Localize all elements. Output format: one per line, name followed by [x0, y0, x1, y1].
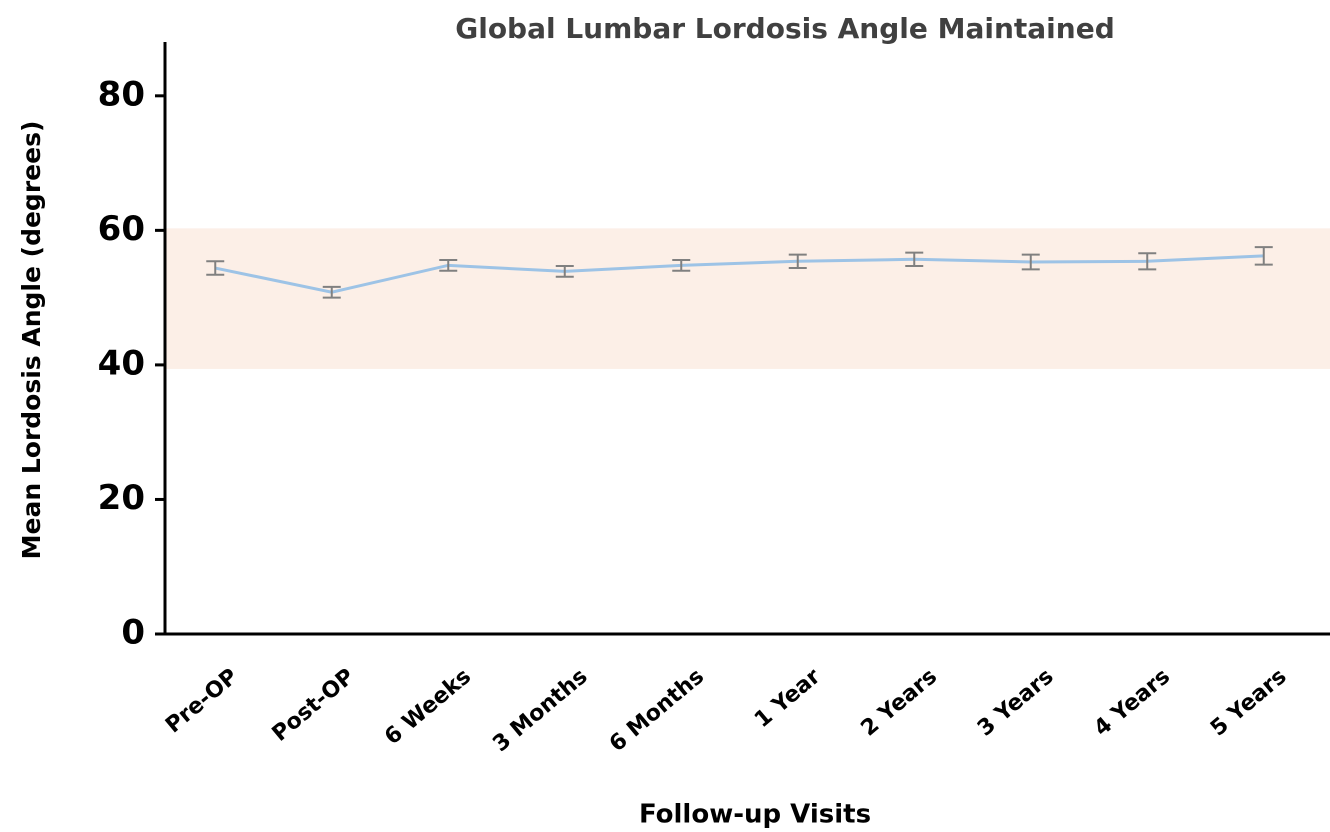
reference-band — [165, 228, 1330, 369]
x-tick-label: 2 Years — [856, 664, 941, 741]
x-axis-label: Follow-up Visits — [639, 800, 871, 830]
error-bar — [788, 253, 807, 270]
x-tick-label: Pre-OP — [161, 664, 243, 738]
error-bar — [1021, 253, 1040, 271]
y-tick-label: 60 — [98, 209, 145, 249]
series-line — [214, 254, 1264, 294]
y-tick-label: 80 — [98, 74, 145, 114]
error-bar — [555, 265, 574, 278]
x-tick-label: 1 Year — [750, 664, 826, 733]
x-tick-label: 6 Weeks — [380, 664, 476, 750]
x-tick-label: 3 Months — [488, 664, 592, 757]
error-bar — [322, 285, 341, 299]
y-tick-label: 20 — [98, 478, 145, 518]
error-bar — [672, 258, 691, 272]
error-bar — [1138, 252, 1157, 271]
y-axis-label: Mean Lordosis Angle (degrees) — [17, 121, 46, 560]
error-bar — [439, 258, 458, 272]
x-tick-label: 5 Years — [1206, 664, 1291, 741]
error-bar — [1254, 246, 1273, 266]
error-bar — [905, 251, 924, 268]
error-bar — [206, 260, 225, 276]
x-tick-label: 3 Years — [973, 664, 1058, 741]
x-tick-label: 4 Years — [1089, 664, 1174, 741]
y-tick-label: 0 — [121, 613, 145, 653]
x-tick-label: Post-OP — [268, 664, 360, 747]
x-tick-label: 6 Months — [605, 664, 709, 757]
y-tick-label: 40 — [98, 343, 145, 383]
chart-title: Global Lumbar Lordosis Angle Maintained — [455, 12, 1115, 45]
